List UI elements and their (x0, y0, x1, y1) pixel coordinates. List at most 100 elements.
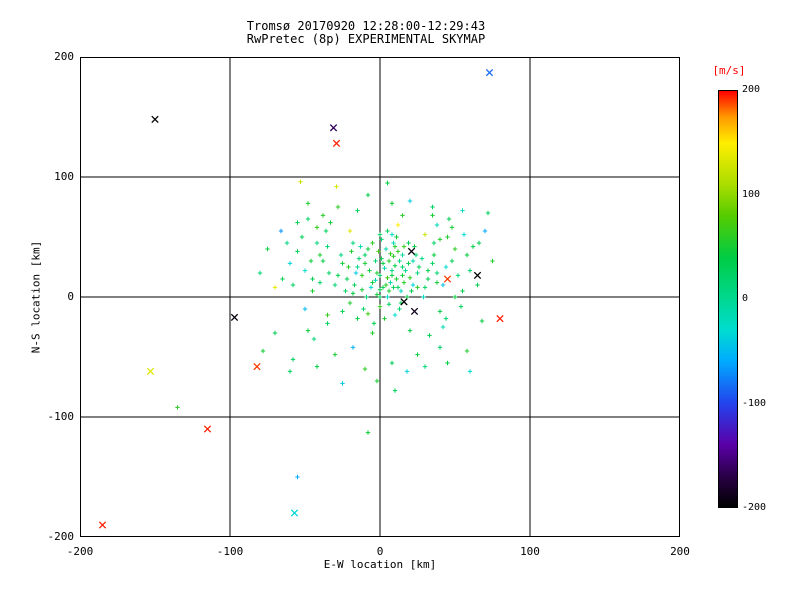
scatter-point-plus (452, 246, 458, 252)
scatter-point-plus (284, 240, 290, 246)
y-tick-label: -200 (47, 530, 75, 543)
scatter-point-plus (310, 288, 315, 294)
scatter-point-plus (392, 388, 398, 393)
scatter-point-plus (449, 258, 455, 264)
scatter-point-plus (445, 234, 450, 240)
scatter-point-plus (328, 220, 333, 225)
scatter-point-plus (350, 291, 356, 296)
scatter-point-plus (415, 270, 420, 276)
scatter-point-plus (325, 312, 330, 318)
scatter-point-plus (310, 276, 315, 282)
scatter-point-x (332, 139, 341, 148)
scatter-point-plus (437, 309, 443, 314)
scatter-point-plus (389, 268, 395, 273)
scatter-point-plus (368, 285, 374, 290)
x-tick-label: 200 (670, 545, 690, 558)
scatter-point-plus (365, 430, 371, 435)
scatter-point-plus (437, 237, 443, 242)
scatter-point-plus (391, 254, 396, 259)
x-tick-label: -200 (66, 545, 94, 558)
scatter-point-plus (440, 324, 446, 330)
scatter-point-plus (347, 300, 353, 306)
scatter-point-plus (460, 288, 465, 294)
scatter-point-plus (434, 280, 440, 285)
scatter-point-plus (295, 220, 300, 225)
scatter-point-plus (385, 275, 390, 280)
scatter-point-plus (370, 240, 375, 246)
x-tick-label: 0 (376, 545, 384, 558)
scatter-point-plus (385, 180, 390, 186)
scatter-point-plus (379, 237, 384, 242)
scatter-point-plus (325, 244, 330, 249)
scatter-point-plus (479, 318, 485, 324)
colorbar-tick-label: 100 (742, 188, 761, 200)
scatter-point-plus (445, 360, 450, 366)
scatter-point-plus (325, 321, 330, 326)
scatter-point-plus (388, 280, 393, 285)
scatter-point-plus (413, 252, 419, 258)
scatter-point-plus (374, 378, 380, 384)
scatter-point-plus (415, 352, 420, 357)
scatter-point-plus (389, 232, 395, 237)
scatter-point-plus (400, 213, 405, 218)
scatter-point-plus (340, 381, 345, 386)
scatter-point-x (329, 124, 338, 132)
scatter-point-plus (320, 258, 326, 264)
scatter-point-plus (347, 228, 353, 234)
x-tick-label: 100 (520, 545, 540, 558)
scatter-point-plus (377, 304, 383, 309)
scatter-point-plus (335, 273, 341, 278)
scatter-point-plus (401, 280, 407, 285)
scatter-point-x (253, 362, 261, 371)
scatter-point-plus (422, 364, 428, 369)
scatter-point-plus (452, 294, 458, 300)
colorbar-tick-label: 0 (742, 293, 749, 304)
plot-area (80, 57, 680, 537)
scatter-point-plus (355, 208, 360, 213)
scatter-point-plus (314, 240, 320, 246)
scatter-point-x (473, 271, 482, 280)
scatter-point-plus (460, 208, 465, 213)
scatter-point-plus (302, 306, 308, 312)
colorbar-unit-label: [m/s] (712, 64, 746, 77)
scatter-point-plus (403, 268, 408, 273)
scatter-point-plus (386, 258, 392, 264)
scatter-point-plus (409, 288, 414, 294)
scatter-point-plus (407, 198, 413, 204)
scatter-point-plus (290, 282, 296, 288)
scatter-point-plus (385, 228, 390, 234)
scatter-point-plus (359, 287, 365, 292)
scatter-point-plus (305, 216, 311, 222)
scatter-point-plus (344, 276, 350, 282)
scatter-point-plus (323, 228, 329, 234)
scatter-point-plus (287, 261, 293, 266)
scatter-point-plus (391, 240, 396, 246)
scatter-point-plus (355, 264, 360, 270)
scatter-point-plus (278, 228, 284, 234)
scatter-point-plus (362, 252, 368, 258)
scatter-point-plus (446, 216, 452, 222)
scatter-point-plus (356, 256, 362, 261)
scatter-point-plus (374, 292, 380, 297)
scatter-point-plus (361, 306, 366, 312)
scatter-point-plus (314, 225, 320, 230)
scatter-point-plus (430, 204, 435, 210)
scatter-point-plus (326, 270, 332, 276)
scatter-point-plus (340, 309, 345, 314)
scatter-point-x (98, 521, 107, 529)
scatter-point-plus (392, 263, 398, 268)
scatter-point-plus (355, 316, 360, 321)
plot-title: Tromsø 20170920 12:28:00-12:29:43 RwPret… (66, 20, 666, 46)
scatter-point-plus (370, 330, 375, 336)
plot-border (80, 57, 680, 537)
scatter-point-plus (265, 246, 270, 252)
scatter-point-plus (358, 244, 363, 249)
scatter-point-plus (367, 268, 372, 273)
scatter-point-plus (475, 282, 480, 288)
scatter-point-plus (416, 264, 422, 270)
scatter-point-x (290, 509, 299, 517)
scatter-point-plus (308, 258, 314, 264)
scatter-point-plus (455, 273, 461, 278)
scatter-point-plus (385, 294, 390, 300)
scatter-point-plus (362, 261, 368, 266)
